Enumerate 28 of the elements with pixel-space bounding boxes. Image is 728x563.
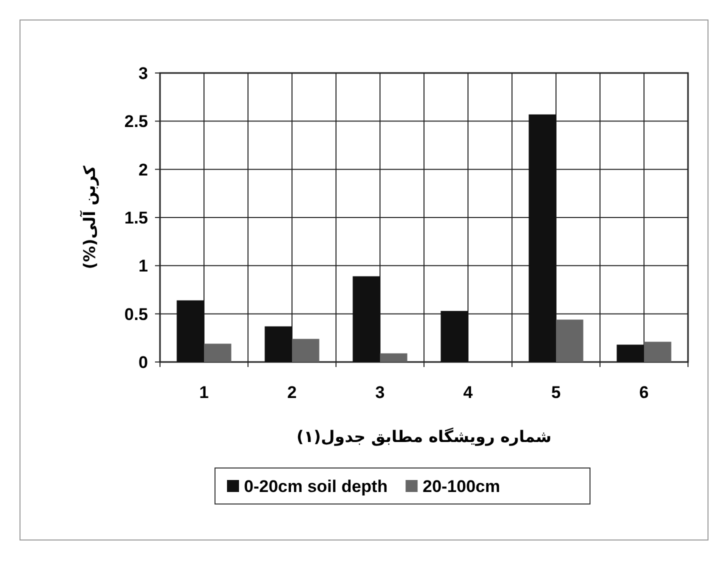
y-tick-label: 2.5	[124, 112, 148, 132]
bar	[556, 320, 584, 362]
bar	[204, 344, 232, 362]
bar	[176, 300, 204, 362]
x-tick-label: 6	[639, 383, 649, 402]
y-tick-label: 1.5	[124, 208, 148, 228]
legend-label: 20-100cm	[422, 477, 500, 496]
x-axis-title: شماره رویشگاه مطابق جدول(۱)	[296, 427, 552, 446]
y-tick-label: 3	[138, 64, 148, 83]
bar	[380, 353, 408, 362]
y-tick-label: 0.5	[124, 304, 148, 324]
x-tick-label: 5	[551, 383, 561, 402]
legend-label: 0-20cm soil depth	[244, 477, 388, 496]
y-tick-label: 1	[138, 256, 148, 276]
bar	[264, 326, 292, 362]
bar	[528, 114, 556, 362]
y-axis-title: کربن آلی(%)	[79, 165, 99, 270]
bar	[292, 338, 320, 362]
x-tick-label: 2	[287, 383, 297, 402]
x-tick-label: 3	[375, 383, 385, 402]
bar	[352, 276, 380, 362]
x-tick-label: 4	[463, 383, 474, 402]
bar	[616, 344, 644, 362]
bar	[440, 310, 468, 362]
x-tick-label: 1	[199, 383, 209, 402]
bar	[644, 342, 672, 362]
y-tick-label: 0	[138, 353, 148, 372]
y-tick-label: 2	[138, 160, 148, 180]
